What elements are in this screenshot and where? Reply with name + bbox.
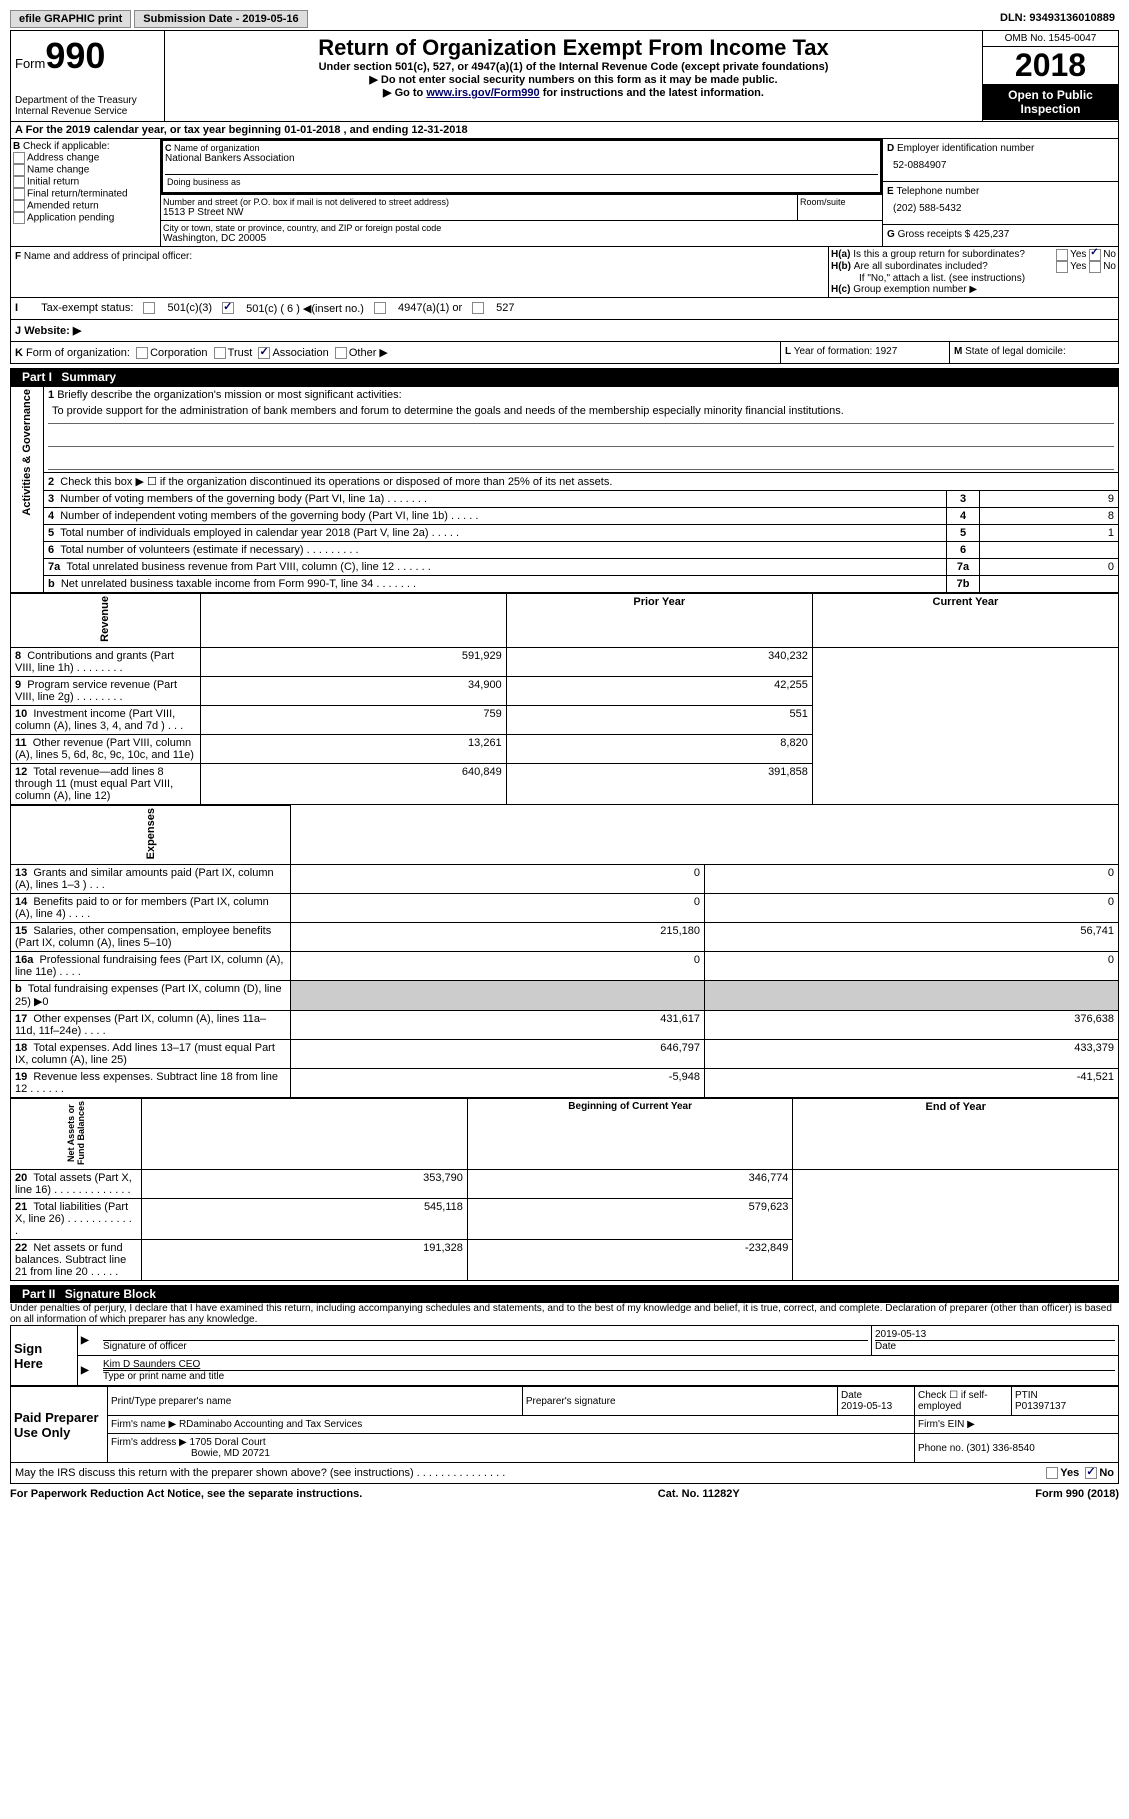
form-ref: Form 990 (2018): [1035, 1488, 1119, 1500]
col-b: B Check if applicable: Address change Na…: [11, 139, 161, 246]
footer: For Paperwork Reduction Act Notice, see …: [10, 1488, 1119, 1500]
section-b-cd: B Check if applicable: Address change Na…: [10, 139, 1119, 247]
firm-phone: (301) 336-8540: [966, 1443, 1034, 1454]
part2-header: Part II Signature Block: [10, 1285, 1119, 1303]
irs-link[interactable]: www.irs.gov/Form990: [426, 87, 539, 99]
section-j: J Website: ▶: [10, 320, 1119, 342]
firm-city: Bowie, MD 20721: [111, 1448, 270, 1459]
expenses-table: Expenses 13 Grants and similar amounts p…: [10, 805, 1119, 1098]
goto-link: ▶ Go to www.irs.gov/Form990 for instruct…: [169, 86, 978, 99]
gov-label: Activities & Governance: [21, 389, 33, 516]
prep-date: 2019-05-13: [841, 1401, 892, 1412]
cb-pending[interactable]: [13, 212, 25, 224]
discuss-no[interactable]: [1085, 1467, 1097, 1479]
ein: 52-0884907: [887, 154, 1114, 177]
cb-501c3[interactable]: [143, 302, 155, 314]
cb-501c[interactable]: [222, 302, 234, 314]
dept-treasury: Department of the Treasury: [15, 95, 160, 106]
sign-here-table: Sign Here ▶ Signature of officer 2019-05…: [10, 1325, 1119, 1386]
efile-btn[interactable]: efile GRAPHIC print: [10, 10, 131, 28]
omb-number: OMB No. 1545-0047: [983, 31, 1118, 47]
ha-no[interactable]: [1089, 249, 1101, 261]
main-title: Return of Organization Exempt From Incom…: [169, 35, 978, 61]
org-name: National Bankers Association: [165, 153, 878, 164]
cb-address[interactable]: [13, 152, 25, 164]
netassets-table: Net Assets or Fund Balances Beginning of…: [10, 1098, 1119, 1281]
ptin: P01397137: [1015, 1401, 1066, 1412]
officer-name: Kim D Saunders CEO: [103, 1359, 200, 1370]
subtitle: Under section 501(c), 527, or 4947(a)(1)…: [169, 61, 978, 73]
section-i: I Tax-exempt status: 501(c)(3) 501(c) ( …: [10, 298, 1119, 320]
form-number: 990: [45, 35, 105, 76]
mission-text: To provide support for the administratio…: [48, 401, 1114, 424]
subdate-btn: Submission Date - 2019-05-16: [134, 10, 307, 28]
sig-date: 2019-05-13: [875, 1329, 926, 1340]
cb-initial[interactable]: [13, 176, 25, 188]
public-inspection: Open to PublicInspection: [983, 84, 1118, 120]
cb-4947[interactable]: [374, 302, 386, 314]
firm-addr: 1705 Doral Court: [190, 1437, 266, 1448]
rev-label: Revenue: [99, 596, 111, 642]
revenue-table: Revenue Prior YearCurrent Year 8 Contrib…: [10, 593, 1119, 805]
gross-receipts: 425,237: [973, 229, 1009, 240]
irs-label: Internal Revenue Service: [15, 106, 160, 117]
sig-declare: Under penalties of perjury, I declare th…: [10, 1303, 1119, 1325]
city-state-zip: Washington, DC 20005: [163, 233, 880, 244]
form-header: Form990 Department of the Treasury Inter…: [10, 30, 1119, 122]
part1-header: Part I Summary: [10, 368, 1119, 386]
top-bar: efile GRAPHIC print Submission Date - 20…: [10, 10, 1119, 28]
dln: DLN: 93493136010889: [996, 10, 1119, 28]
cb-name[interactable]: [13, 164, 25, 176]
section-a: A For the 2019 calendar year, or tax yea…: [10, 122, 1119, 139]
cb-amended[interactable]: [13, 200, 25, 212]
discuss-row: May the IRS discuss this return with the…: [10, 1463, 1119, 1484]
section-fh: F Name and address of principal officer:…: [10, 247, 1119, 298]
cb-final[interactable]: [13, 188, 25, 200]
exp-label: Expenses: [145, 808, 157, 859]
cb-527[interactable]: [472, 302, 484, 314]
net-label: Net Assets or Fund Balances: [66, 1101, 86, 1165]
paid-preparer-table: Paid Preparer Use Only Print/Type prepar…: [10, 1386, 1119, 1463]
ssn-warning: ▶ Do not enter social security numbers o…: [169, 73, 978, 86]
summary-table: Activities & Governance 1 Briefly descri…: [10, 386, 1119, 593]
cb-association[interactable]: [258, 347, 270, 359]
telephone: (202) 588-5432: [887, 197, 1114, 220]
firm-name: RDaminabo Accounting and Tax Services: [179, 1419, 362, 1430]
tax-year: 2018: [983, 47, 1118, 84]
section-klm: K Form of organization: Corporation Trus…: [10, 342, 1119, 364]
street-address: 1513 P Street NW: [163, 207, 795, 218]
year-formation: 1927: [875, 346, 897, 357]
form-label: Form: [15, 56, 45, 71]
